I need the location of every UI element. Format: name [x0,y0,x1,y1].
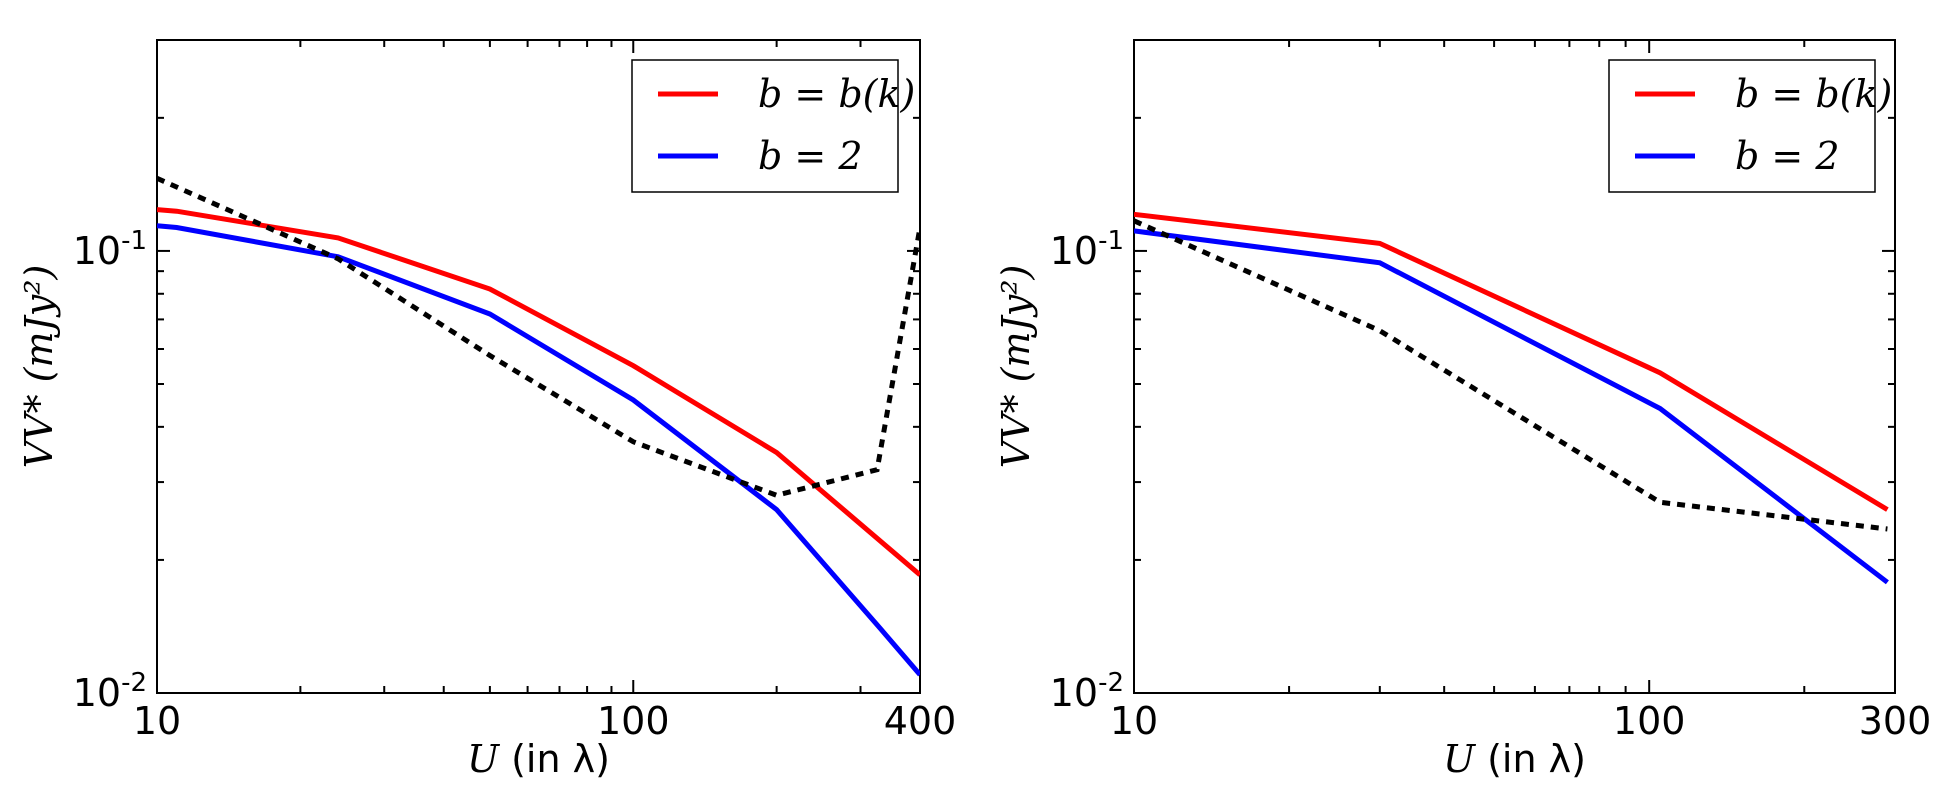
y-tick-label: 10-1 [1050,226,1124,273]
series-line-b-b-k [1134,211,1889,512]
series-line-b-2 [1134,228,1889,585]
x-tick-label: 10 [1110,699,1158,743]
legend: b = b(k) b = 2 [631,59,915,193]
y-tick-label: 10-2 [73,668,147,715]
y-axis-label: VV* (mJy²) [17,265,61,469]
chart-right: 10 100 300 10-2 10-1 U (in λ) VV* (mJy²) b = b(… [994,39,1932,781]
legend-box [631,59,899,193]
tick-marks [1133,39,1896,694]
y-tick-label: 10-1 [73,226,147,273]
legend-entry: b = b(k) [758,72,915,116]
x-tick-label: 10 [133,699,181,743]
series-line-b-b-k [157,207,920,577]
series-line-b-2 [157,223,920,677]
y-axis-label: VV* (mJy²) [994,265,1038,469]
x-tick-label: 300 [1859,699,1932,743]
series-line-reference-dotted [157,176,920,498]
x-axis-label: U (in λ) [467,737,610,781]
series-line-reference-dotted [1134,218,1888,532]
x-axis-label: U (in λ) [1443,737,1586,781]
x-tick-label: 400 [884,699,957,743]
plot-frame [1133,39,1896,694]
legend-entry: b = 2 [758,134,863,178]
legend: b = b(k) b = 2 [1608,59,1892,193]
chart-left: 10 100 400 10-2 10-1 U (in λ) VV* (mJy²) b = b(… [17,39,957,781]
x-tick-label: 100 [597,699,670,743]
legend-box [1608,59,1876,193]
legend-entry: b = 2 [1735,134,1840,178]
legend-entry: b = b(k) [1735,72,1892,116]
x-tick-label: 100 [1613,699,1686,743]
y-tick-label: 10-2 [1050,668,1124,715]
plot-frame [156,39,921,694]
